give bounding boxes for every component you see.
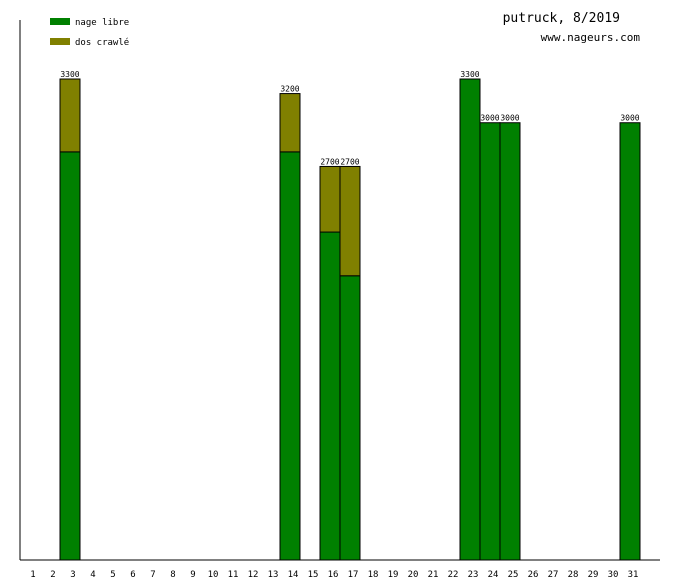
x-tick-label: 4 <box>90 570 95 580</box>
value-label-day-14: 3200 <box>280 85 299 94</box>
x-tick-label: 1 <box>30 570 35 580</box>
x-tick-label: 19 <box>388 570 399 580</box>
value-label-day-17: 2700 <box>340 157 359 166</box>
bar-nage-libre-day-16 <box>319 231 341 561</box>
x-tick-label: 27 <box>548 570 559 580</box>
bar-dos-crawle-day-16 <box>319 165 341 233</box>
value-label-day-3: 3300 <box>60 70 79 79</box>
x-tick-labels: 1 2 3 4 5 6 7 8 9 10 11 12 13 14 15 16 17 18 19 20 21 22 23 24 2… <box>30 570 638 580</box>
x-tick-label: 16 <box>328 570 339 580</box>
x-tick-label: 30 <box>608 570 619 580</box>
x-tick-label: 10 <box>208 570 219 580</box>
bar-nage-libre-day-25 <box>499 122 521 561</box>
x-tick-label: 28 <box>568 570 579 580</box>
x-tick-label: 2 <box>50 570 55 580</box>
bar-nage-libre-day-17 <box>339 275 361 561</box>
x-tick-label: 20 <box>408 570 419 580</box>
legend-label-dos-crawle: dos crawlé <box>75 37 129 48</box>
x-tick-label: 8 <box>170 570 175 580</box>
bar-dos-crawle-day-17 <box>339 165 361 277</box>
bar-nage-libre-day-14 <box>279 151 301 561</box>
x-tick-label: 24 <box>488 570 499 580</box>
value-label-day-23: 3300 <box>460 70 479 79</box>
legend-swatch-dos-crawle <box>50 38 70 45</box>
x-tick-label: 9 <box>190 570 195 580</box>
legend-label-nage-libre: nage libre <box>75 18 129 28</box>
x-tick-label: 25 <box>508 570 519 580</box>
x-tick-label: 12 <box>248 570 259 580</box>
x-tick-label: 21 <box>428 570 439 580</box>
value-label-day-16: 2700 <box>320 157 339 166</box>
x-tick-label: 14 <box>288 570 299 580</box>
bars <box>59 78 641 561</box>
legend-swatch-nage-libre <box>50 18 70 25</box>
bar-nage-libre-day-3 <box>59 151 81 561</box>
x-tick-label: 15 <box>308 570 319 580</box>
x-tick-label: 18 <box>368 570 379 580</box>
x-tick-label: 17 <box>348 570 359 580</box>
bar-nage-libre-day-24 <box>479 122 501 561</box>
x-tick-label: 5 <box>110 570 115 580</box>
x-tick-label: 11 <box>228 570 239 580</box>
x-tick-label: 22 <box>448 570 459 580</box>
x-tick-label: 31 <box>628 570 639 580</box>
x-tick-label: 6 <box>130 570 135 580</box>
x-tick-label: 26 <box>528 570 539 580</box>
bar-nage-libre-day-23 <box>459 78 481 561</box>
bar-dos-crawle-day-14 <box>279 93 301 153</box>
legend: nage libre dos crawlé <box>50 18 129 48</box>
value-label-day-31: 3000 <box>620 114 639 123</box>
bar-nage-libre-day-31 <box>619 122 641 561</box>
value-label-day-24: 3000 <box>480 114 499 123</box>
x-tick-label: 29 <box>588 570 599 580</box>
x-tick-label: 7 <box>150 570 155 580</box>
chart-subtitle: www.nageurs.com <box>541 31 641 44</box>
chart-title: putruck, 8/2019 <box>503 11 620 26</box>
bar-dos-crawle-day-3 <box>59 78 81 153</box>
x-tick-label: 23 <box>468 570 479 580</box>
x-tick-label: 13 <box>268 570 279 580</box>
value-label-day-25: 3000 <box>500 114 519 123</box>
x-tick-label: 3 <box>70 570 75 580</box>
